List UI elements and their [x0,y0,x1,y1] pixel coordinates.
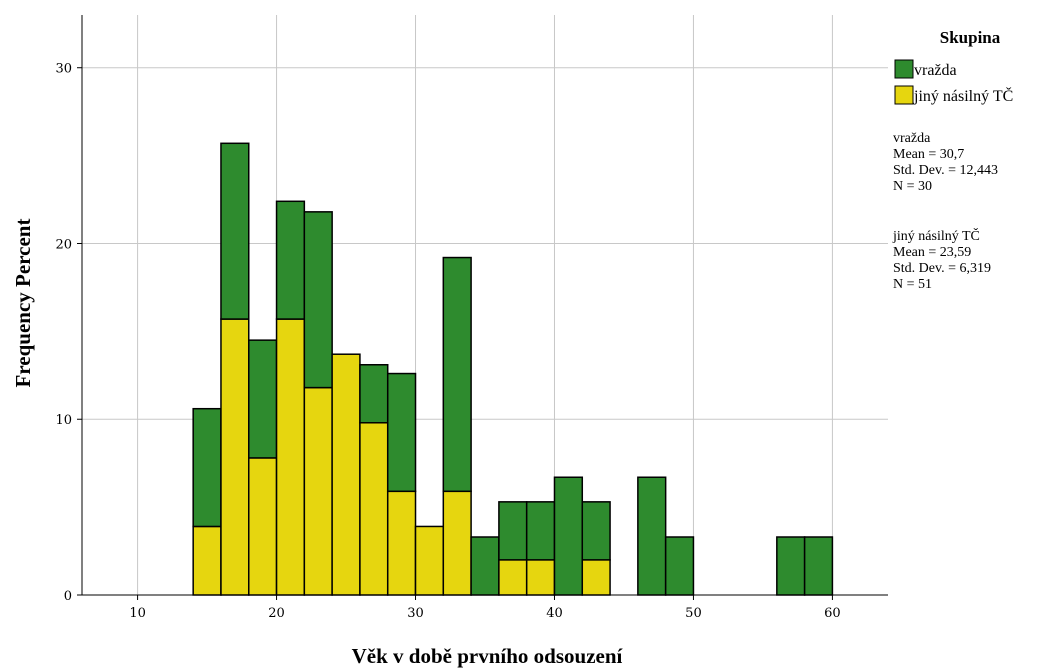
bar-vrazda-34-36 [470,536,500,596]
y-axis-title: Frequency Percent [11,219,35,388]
bar-vrazda-36-38 [498,501,528,561]
x-axis-title: Věk v době prvního odsouzení [352,644,624,668]
bar-jiny-24-26 [331,353,361,596]
x-tick-label-20: 20 [268,606,285,621]
stats-group-vrazda: vražda [893,131,931,146]
x-tick-label-40: 40 [546,606,563,621]
legend-swatch-vrazda [894,59,914,79]
legend-swatch-jiny [894,85,914,105]
x-tick-label-60: 60 [824,606,841,621]
bar-jiny-28-30 [386,490,417,596]
stats-sd-jiny: Std. Dev. = 6,319 [893,261,991,276]
bar-jiny-16-18 [220,318,250,596]
bar-jiny-14-16 [192,525,222,596]
bar-vrazda-32-34 [442,256,472,493]
bar-jiny-32-34 [442,490,472,596]
stats-mean-vrazda: Mean = 30,7 [893,147,964,162]
y-tick-label-20: 20 [55,237,72,252]
tick-labels: 10 20 30 40 50 60 0 10 20 30 [55,62,840,621]
bars [192,142,834,596]
bar-vrazda-38-40 [525,501,556,561]
bar-vrazda-42-44 [581,501,611,561]
bar-jiny-22-24 [303,386,333,596]
stats-group-jiny: jiný násilný TČ [892,227,980,244]
stats-n-jiny: N = 51 [893,277,932,292]
stats-sd-vrazda: Std. Dev. = 12,443 [893,163,998,178]
bar-vrazda-40-42 [553,476,584,596]
bar-jiny-26-28 [359,422,389,596]
bar-vrazda-22-24 [303,211,333,389]
bar-vrazda-46-48 [637,476,667,596]
x-tick-label-30: 30 [407,606,424,621]
bar-jiny-20-22 [275,318,306,596]
x-tick-label-10: 10 [129,606,146,621]
legend-label-vrazda: vražda [914,62,957,79]
bar-vrazda-26-28 [359,364,389,424]
bar-vrazda-18-20 [248,339,278,459]
bar-jiny-18-20 [248,457,278,596]
stats-n-vrazda: N = 30 [893,179,932,194]
bar-jiny-36-38 [498,559,528,596]
bar-vrazda-56-58 [776,536,806,596]
bar-vrazda-20-22 [275,200,306,320]
bar-vrazda-58-60 [803,536,834,596]
legend-title: Skupina [940,28,1001,47]
bar-vrazda-28-30 [386,372,417,493]
bar-vrazda-14-16 [192,407,222,528]
stats-mean-jiny: Mean = 23,59 [893,245,971,260]
bar-vrazda-48-50 [664,536,695,596]
y-tick-label-10: 10 [55,413,72,428]
legend-label-jiny: jiný násilný TČ [913,86,1013,105]
bar-vrazda-16-18 [220,142,250,320]
bar-jiny-42-44 [581,559,611,596]
group-statistics: vražda Mean = 30,7 Std. Dev. = 12,443 N … [892,131,998,292]
y-tick-label-0: 0 [64,589,72,604]
legend: Skupina vražda jiný násilný TČ [894,28,1013,105]
bar-jiny-30-32 [414,525,445,596]
y-tick-label-30: 30 [55,62,72,77]
bar-jiny-38-40 [525,559,556,596]
axes [77,15,888,600]
x-tick-label-50: 50 [685,606,702,621]
